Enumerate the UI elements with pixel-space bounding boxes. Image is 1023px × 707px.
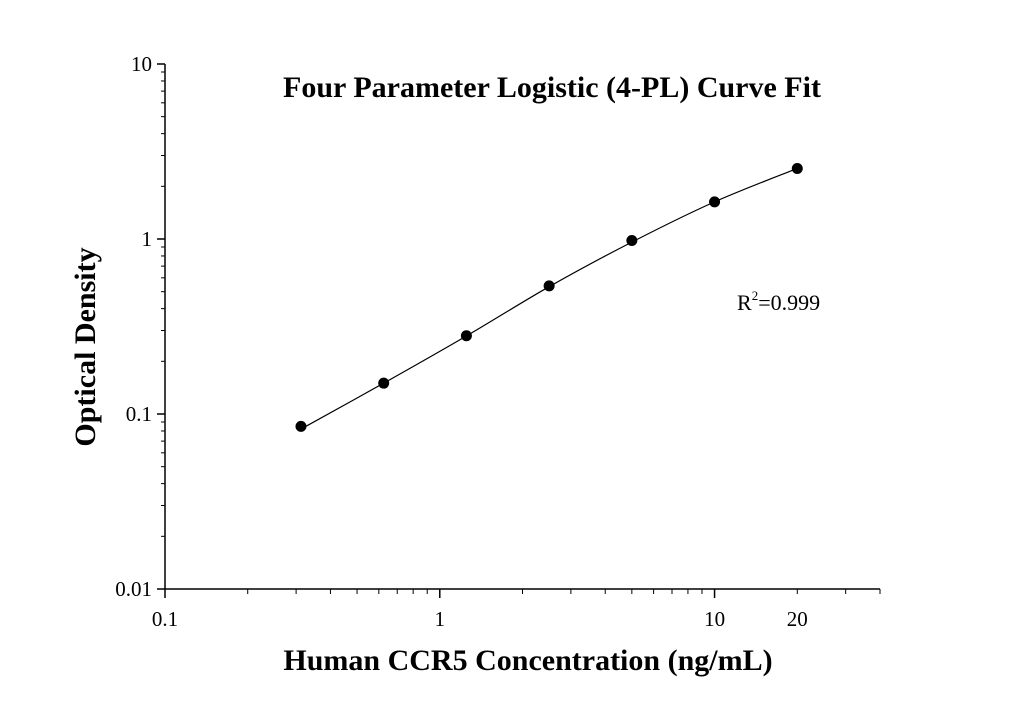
r-squared-superscript: 2 [752, 288, 759, 303]
x-tick-label: 0.1 [152, 607, 178, 631]
y-ticks: 0.01 0.1 1 10 [115, 52, 165, 601]
x-tick-label: 20 [787, 607, 808, 631]
axes [164, 64, 880, 590]
data-point [791, 162, 803, 174]
data-point [543, 280, 555, 292]
y-tick-label: 1 [142, 227, 153, 251]
x-axis-title: Human CCR5 Concentration (ng/mL) [283, 644, 772, 677]
data-point [626, 235, 638, 247]
y-tick-label: 0.1 [126, 402, 152, 426]
data-point [378, 377, 390, 389]
fit-curve [300, 167, 798, 430]
data-point [460, 330, 472, 342]
x-tick-label: 10 [704, 607, 725, 631]
r-squared-base: R [737, 290, 752, 315]
x-ticks: 0.1 1 10 20 [152, 589, 881, 631]
data-point [709, 196, 721, 208]
r-squared-value: =0.999 [758, 290, 820, 315]
r-squared-annotation: R2=0.999 [737, 288, 820, 315]
x-tick-label: 1 [435, 607, 446, 631]
data-point [295, 420, 307, 432]
y-tick-label: 10 [131, 52, 152, 76]
chart-title: Four Parameter Logistic (4-PL) Curve Fit [283, 71, 821, 104]
y-tick-label: 0.01 [115, 577, 152, 601]
data-points [295, 162, 803, 432]
y-axis-title: Optical Density [69, 247, 102, 446]
